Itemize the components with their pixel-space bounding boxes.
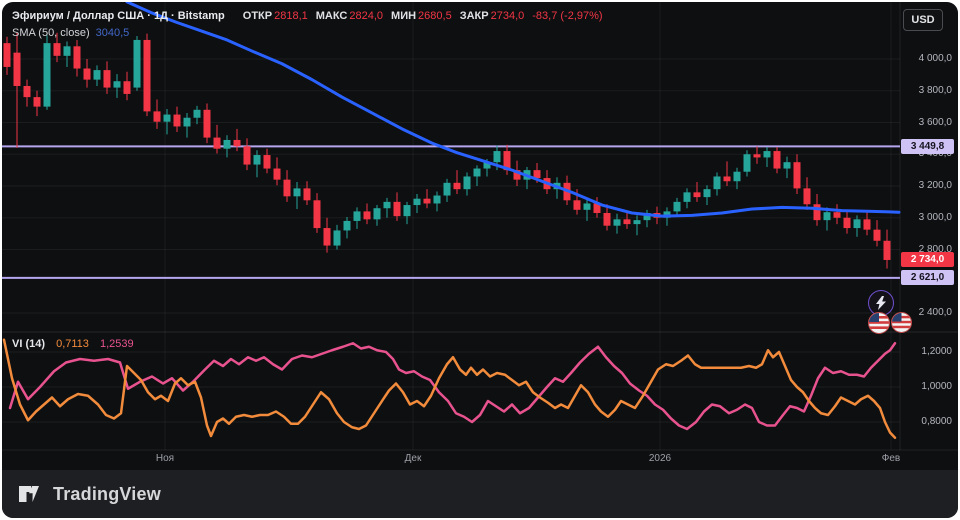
price-tick-label: 4 000,0 [918, 53, 952, 64]
lightning-bolt-icon [876, 296, 886, 310]
price-tick-label: 2 400,0 [918, 307, 952, 318]
vi-tick-label: 0,8000 [921, 416, 952, 427]
last-price-badge: 2 734,0 [901, 252, 954, 268]
chart-legend: Эфириум / Доллар США · 1Д · Bitstamp ОТК… [12, 8, 603, 42]
time-tick-label: Фев [881, 453, 901, 464]
us-flag-glyph [892, 313, 911, 332]
sma-indicator-label[interactable]: SMA (50, close) [12, 27, 90, 39]
tradingview-logo-text: TradingView [53, 483, 161, 504]
close-label: ЗАКР [459, 10, 489, 22]
level-price-badge: 3 449,8 [901, 138, 954, 154]
price-tick-label: 2 800,0 [918, 243, 952, 255]
us-flag-reaction-icon[interactable] [868, 312, 890, 334]
horizontal-level-lines[interactable] [2, 145, 900, 279]
close-value: 2734,0 [490, 10, 525, 22]
vi-plus-line[interactable] [2, 338, 897, 439]
vi-plus-value: 0,7113 [56, 338, 89, 350]
gridlines [2, 2, 900, 450]
low-value: 2680,5 [418, 10, 452, 22]
vi-label[interactable]: VI (14) [12, 338, 46, 350]
price-tick-label: 3 000,0 [918, 211, 952, 223]
chart-canvas[interactable] [2, 2, 958, 470]
us-flag-glyph [869, 313, 889, 333]
vi-tick-label: 1,2000 [921, 346, 952, 357]
us-flag-reaction-icon[interactable] [891, 312, 912, 333]
price-tick-label: 3 200,0 [918, 180, 952, 191]
vi-minus-value: 1,2539 [99, 338, 134, 350]
vortex-indicator-legend: VI (14) 0,7113 1,2539 [12, 338, 134, 350]
open-value: 2818,1 [274, 10, 308, 22]
price-tick-label: 3 800,0 [918, 84, 952, 96]
time-axis[interactable]: Ноя Дек 2026 Фев [2, 450, 958, 470]
symbol-title[interactable]: Эфириум / Доллар США · 1Д · Bitstamp [12, 10, 225, 22]
vi-minus-line[interactable] [8, 342, 897, 431]
high-label: МАКС [315, 10, 348, 22]
high-value: 2824,0 [349, 10, 384, 22]
vi-tick-label: 1,0000 [921, 381, 952, 392]
tradingview-logo[interactable]: TradingView [18, 482, 161, 506]
footer-bar: TradingView [2, 470, 958, 518]
currency-toggle-button[interactable]: USD [903, 9, 943, 31]
low-label: МИН [391, 10, 417, 22]
boost-icon[interactable] [868, 290, 894, 316]
open-label: ОТКР [242, 10, 273, 22]
price-tick-label: 3 600,0 [918, 116, 952, 128]
sma-indicator-value: 3040,5 [95, 27, 130, 39]
price-change: -83,7 (-2,97%) [532, 10, 603, 22]
tradingview-logo-icon [19, 486, 39, 502]
level-price-badge: 2 621,0 [901, 270, 954, 286]
candlestick-series [3, 32, 891, 269]
time-tick-label: Дек [404, 453, 422, 464]
price-axis[interactable]: 4 000,03 800,03 600,03 400,03 200,03 000… [900, 2, 958, 450]
time-tick-label: 2026 [648, 453, 672, 464]
time-tick-label: Ноя [155, 453, 175, 464]
sma-line[interactable] [125, 2, 901, 218]
